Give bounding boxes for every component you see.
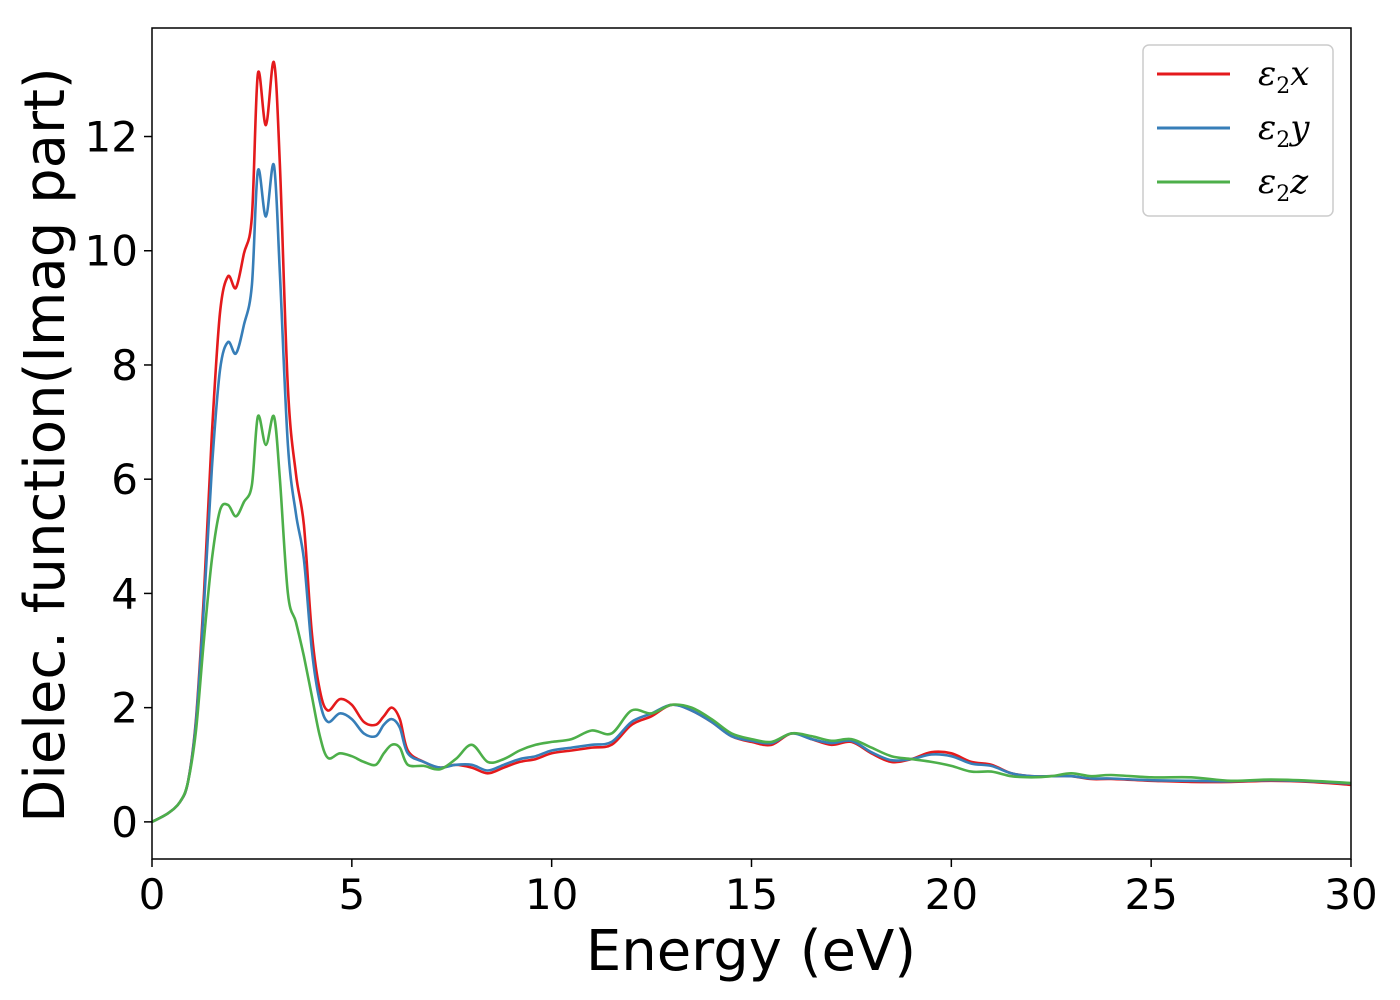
legend-item-x: ε2x [1157,54,1309,99]
series-layer [152,60,1351,824]
y-axis-label: Dielec. function(Imag part) [13,67,78,823]
x-tick-label: 15 [725,870,778,919]
x-axis-ticks: 0 5 10 15 20 25 30 [139,859,1378,919]
y-axis-ticks: 0 2 4 6 8 10 12 [85,113,152,847]
x-tick-label: 10 [525,870,578,919]
legend-item-y: ε2y [1157,108,1310,153]
legend-label-z: ε2z [1258,162,1309,207]
x-tick-label: 5 [338,870,365,919]
x-tick-label: 20 [925,870,978,919]
x-tick-label: 30 [1324,870,1377,919]
y-tick-label: 0 [111,798,138,847]
y-tick-label: 10 [85,227,138,276]
x-tick-label: 0 [139,870,166,919]
legend-item-z: ε2z [1157,162,1309,207]
legend-box [1142,44,1334,217]
x-axis-label: Energy (eV) [586,919,916,984]
legend-label-y: ε2y [1258,108,1310,153]
legend: ε2x ε2y ε2z [1142,44,1334,217]
series-line-x [152,60,1351,824]
series-line-y [152,163,1351,824]
y-tick-label: 12 [85,113,138,162]
series-line-z [152,414,1351,824]
y-tick-label: 8 [111,341,138,390]
y-tick-label: 4 [111,569,138,618]
y-tick-label: 2 [111,684,138,733]
x-tick-label: 25 [1124,870,1177,919]
y-tick-label: 6 [111,455,138,504]
legend-label-x: ε2x [1258,54,1309,99]
